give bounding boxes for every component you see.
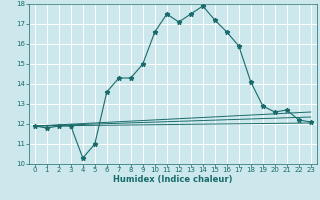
X-axis label: Humidex (Indice chaleur): Humidex (Indice chaleur) <box>113 175 233 184</box>
